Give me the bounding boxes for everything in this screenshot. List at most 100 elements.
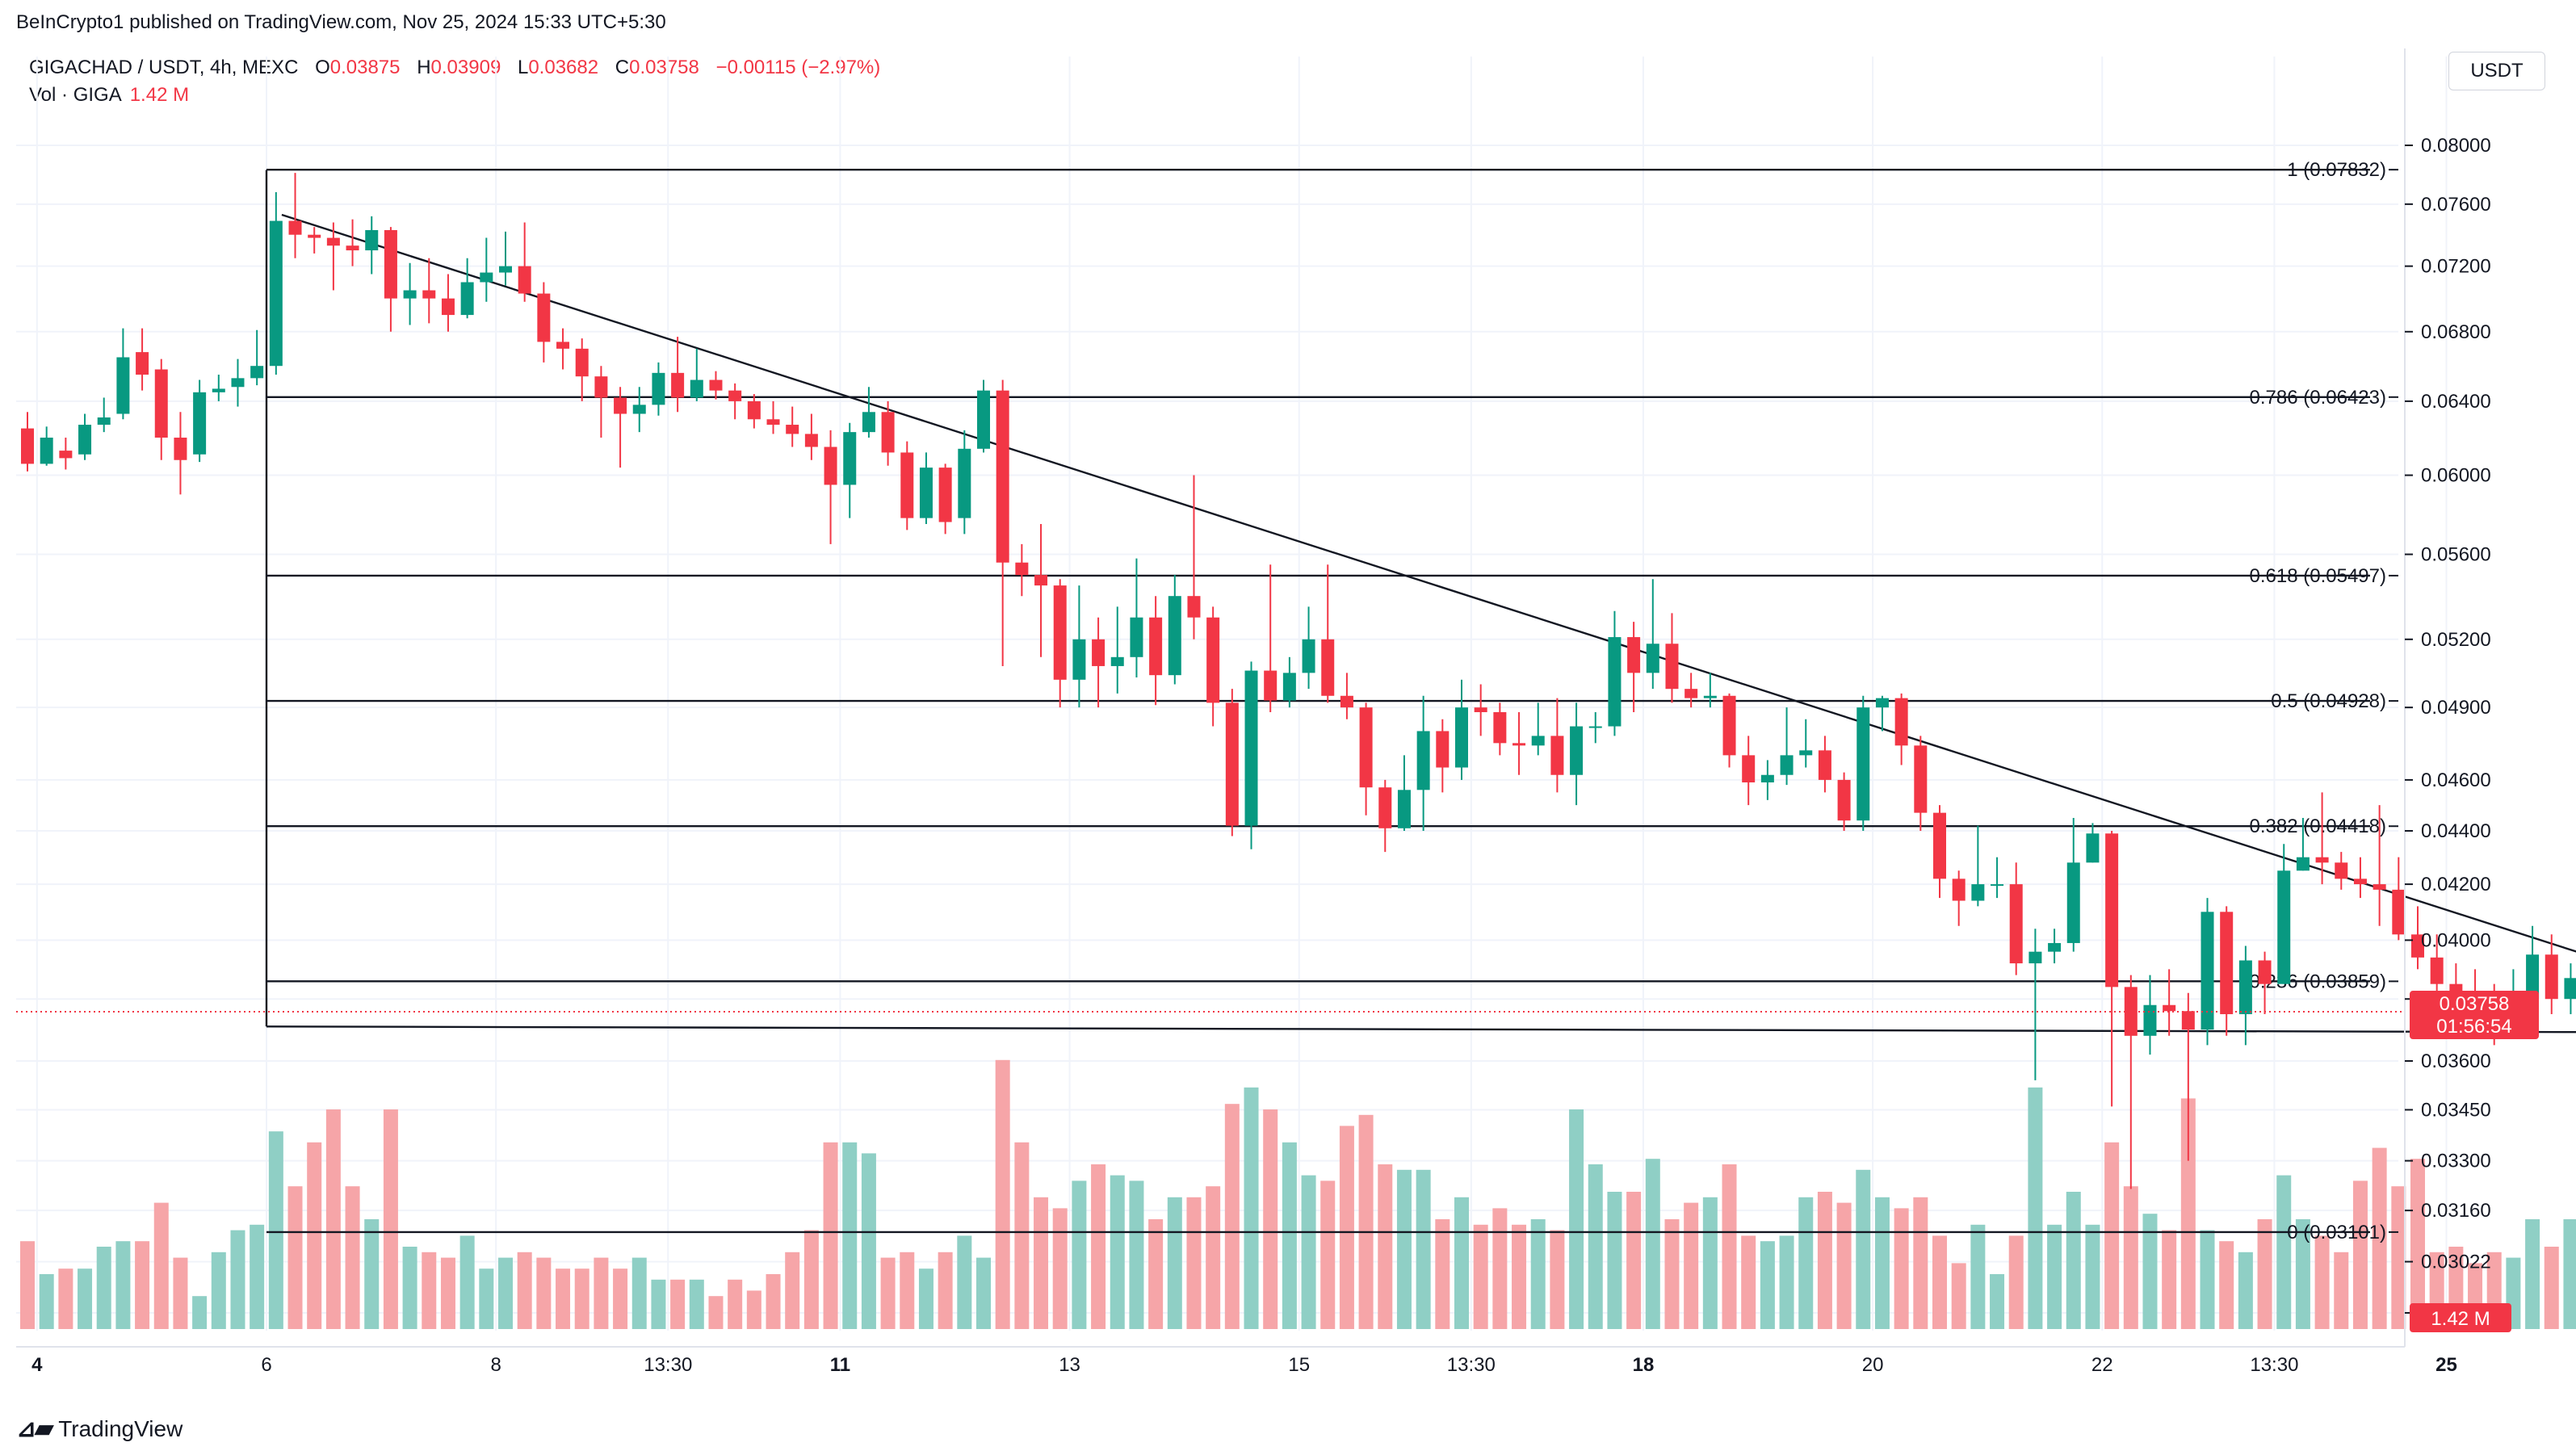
fib-label: 0.382 (0.04418) <box>2250 816 2386 837</box>
candle-body <box>1264 670 1278 701</box>
high-label: H <box>417 57 431 78</box>
volume-bar <box>1034 1197 1049 1329</box>
candle-body <box>1722 695 1736 756</box>
volume-bar <box>1722 1164 1737 1329</box>
price-tick-label: 0.08000 <box>2421 135 2491 157</box>
volume-bar <box>1148 1219 1164 1329</box>
volume-bar <box>2295 1219 2310 1329</box>
candle-body <box>537 293 551 342</box>
volume-bar <box>708 1296 724 1329</box>
candle-body <box>2105 833 2119 987</box>
volume-bar <box>135 1241 150 1329</box>
volume-bar <box>1091 1164 1106 1329</box>
candle-body <box>2277 870 2291 984</box>
volume-bar <box>230 1230 245 1329</box>
volume-bar <box>115 1241 131 1329</box>
candle-body <box>1168 596 1181 676</box>
candle-body <box>2220 912 2234 1015</box>
volume-bar <box>2104 1142 2120 1329</box>
volume-bar <box>2544 1247 2559 1329</box>
candle-body <box>1244 670 1258 826</box>
candle-body <box>1875 698 1889 708</box>
candle-body <box>2526 954 2540 1000</box>
volume-bar <box>1990 1274 2005 1329</box>
candle-body <box>346 245 359 251</box>
volume-bar <box>1186 1197 1202 1329</box>
volume-bar <box>58 1268 73 1329</box>
volume-bar <box>1301 1175 1316 1329</box>
volume-bar <box>613 1268 628 1329</box>
volume-bar <box>422 1252 437 1329</box>
candle-body <box>2048 942 2062 952</box>
price-tick-label: 0.05200 <box>2421 629 2491 651</box>
volume-bar <box>803 1230 819 1329</box>
volume-bar <box>1836 1202 1852 1329</box>
fib-label: 0.786 (0.06423) <box>2250 387 2386 409</box>
tradingview-logo[interactable]: ⊿▰ TradingView <box>16 1415 183 1443</box>
candle-body <box>881 412 895 453</box>
candle-body <box>1742 755 1756 782</box>
volume-bar <box>211 1252 226 1329</box>
volume-bar <box>1320 1180 1336 1329</box>
volume-bar <box>1569 1109 1584 1329</box>
time-tick-label: 13:30 <box>644 1354 692 1376</box>
volume-bar <box>785 1252 800 1329</box>
candle-body <box>1397 790 1411 828</box>
fibonacci-levels[interactable]: 1 (0.07832) 0.786 (0.06423) 0.618 (0.05497… <box>266 159 2398 1243</box>
candle-body <box>594 376 608 398</box>
volume-bar <box>2008 1235 2024 1329</box>
trendlines[interactable] <box>265 170 2576 1034</box>
volume-bar <box>1378 1164 1393 1329</box>
candle-body <box>766 419 780 426</box>
volume-bar <box>536 1257 552 1329</box>
volume-bar <box>2085 1224 2100 1329</box>
candle-body <box>1818 750 1831 780</box>
candle-body <box>1952 878 1966 901</box>
volume-label[interactable]: Vol · GIGA <box>29 84 122 106</box>
candle-body <box>1225 702 1239 826</box>
candle-body <box>384 229 397 299</box>
symbol-name[interactable]: GIGACHAD / USDT, 4h, MEXC <box>29 57 299 78</box>
volume-bar <box>1435 1219 1450 1329</box>
trendline <box>281 213 2576 953</box>
volume-bar <box>268 1131 283 1329</box>
fib-label: 0.236 (0.03859) <box>2250 971 2386 992</box>
candle-body <box>1053 585 1067 680</box>
volume-bar <box>2410 1159 2425 1329</box>
volume-bar <box>1894 1208 1909 1329</box>
volume-bar <box>307 1142 322 1329</box>
volume-bars <box>20 1059 2576 1329</box>
candle-body <box>1187 596 1201 618</box>
candle-body <box>614 397 627 414</box>
volume-bar <box>2047 1224 2062 1329</box>
volume-bar <box>1856 1169 1871 1329</box>
candles <box>21 173 2576 1189</box>
candle-body <box>365 229 379 251</box>
time-tick-label: 11 <box>830 1354 850 1376</box>
volume-bar <box>1473 1224 1488 1329</box>
change-value: −0.00115 (−2.97%) <box>715 57 881 78</box>
price-tick-label: 0.04000 <box>2421 929 2491 951</box>
candle-body <box>116 357 130 414</box>
price-tick-label: 0.07200 <box>2421 256 2491 278</box>
volume-bar <box>631 1257 647 1329</box>
candle-body <box>480 272 493 283</box>
candle-body <box>862 412 875 433</box>
volume-bar <box>918 1268 933 1329</box>
volume-bar <box>2142 1214 2158 1329</box>
candle-body <box>1034 575 1048 586</box>
volume-bar <box>880 1257 896 1329</box>
volume-bar <box>364 1219 380 1329</box>
volume-bar <box>1072 1180 1087 1329</box>
candle-body <box>1570 726 1584 775</box>
volume-bar <box>2563 1219 2576 1329</box>
volume-bar <box>746 1290 761 1329</box>
time-tick-label: 6 <box>261 1354 271 1376</box>
candle-body <box>709 379 723 391</box>
currency-selector[interactable]: USDT <box>2448 52 2545 90</box>
candle-body <box>1837 779 1851 821</box>
trendline <box>266 1025 2576 1034</box>
time-tick-label: 4 <box>31 1354 43 1376</box>
candle-body <box>422 290 436 299</box>
